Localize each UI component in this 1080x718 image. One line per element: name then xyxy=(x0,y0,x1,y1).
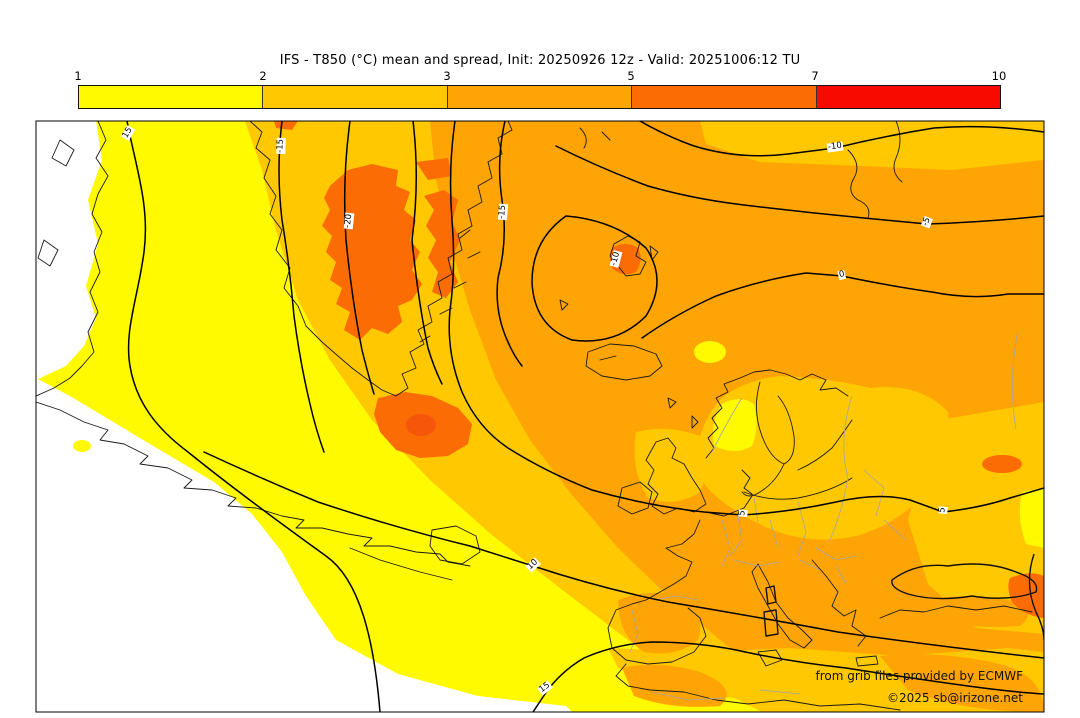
fill-orange-turkey xyxy=(920,596,1028,627)
colorbar-tick-5: 5 xyxy=(627,69,635,83)
fill-golden-top-strip xyxy=(700,121,1044,170)
colorbar-tick-10: 10 xyxy=(991,69,1007,83)
map-border xyxy=(35,120,1045,713)
contour-label: -15 xyxy=(496,203,509,221)
fill-yellow-dot-b xyxy=(126,414,138,422)
fill-orange-africa-east xyxy=(880,654,1044,712)
contour-label: 0 xyxy=(837,269,847,281)
contour-label: -15 xyxy=(275,137,286,155)
fill-dark-greenland-top xyxy=(416,158,452,180)
page-title: IFS - T850 (°C) mean and spread, Init: 2… xyxy=(279,53,801,68)
fill-below-1-strip xyxy=(36,121,102,380)
colorbar-tick-1: 1 xyxy=(74,69,82,83)
fill-orange-spain xyxy=(618,592,701,654)
colorbar-segment-5-7 xyxy=(632,86,817,108)
colorbar-segment-2-3 xyxy=(263,86,448,108)
fill-dark-right-ellipse xyxy=(982,455,1022,473)
fill-yellow-right-edge xyxy=(1019,488,1044,548)
fill-below-1-wedge xyxy=(36,378,572,712)
colorbar-segment-7-10 xyxy=(816,86,1001,108)
colorbar: 1 2 3 5 7 10 xyxy=(0,0,1080,115)
fill-dark-south-core xyxy=(406,414,436,436)
contour-label: -20 xyxy=(342,212,355,230)
fill-yellow-norway xyxy=(713,399,757,451)
fill-yellow-north-scotland xyxy=(694,341,726,363)
colorbar-tick-7: 7 xyxy=(811,69,819,83)
country-borders xyxy=(629,329,1019,701)
fill-yellow-dot-a xyxy=(73,440,91,452)
colorbar-tick-3: 3 xyxy=(443,69,451,83)
colorbar-segment-1-2 xyxy=(79,86,264,108)
contour-label: 5 xyxy=(737,508,748,518)
colorbar-segment-3-5 xyxy=(447,86,633,108)
attribution-copyright: ©2025 sb@irizone.net xyxy=(887,691,1023,705)
inland-seas xyxy=(763,553,1044,641)
fill-dark-top-tiny xyxy=(274,121,298,130)
attribution-source: from grib files provided by ECMWF xyxy=(815,669,1023,683)
coastlines xyxy=(36,121,1033,711)
mean-contours xyxy=(126,121,1044,712)
fill-orange-italy-balkans xyxy=(756,557,874,627)
colorbar-bar xyxy=(78,85,1001,109)
fill-golden-scandinavia xyxy=(695,376,949,540)
contour-label: 5 xyxy=(937,505,948,515)
fill-dark-greenland-main xyxy=(322,164,422,340)
colorbar-tick-2: 2 xyxy=(259,69,267,83)
fill-golden-britain xyxy=(634,428,707,502)
